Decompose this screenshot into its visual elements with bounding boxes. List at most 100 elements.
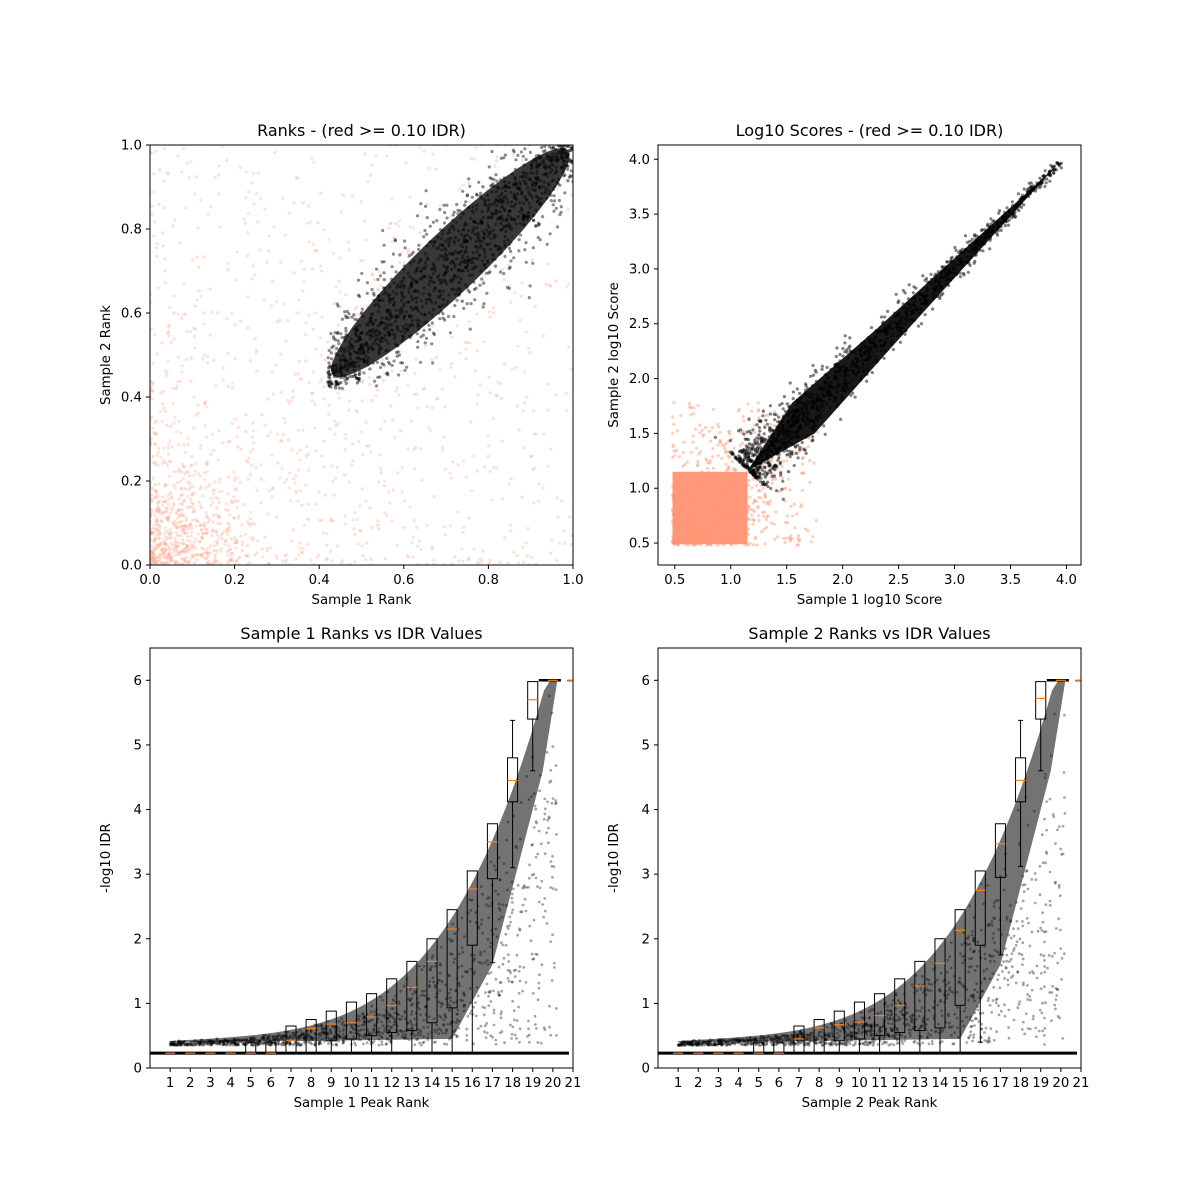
black-point: [480, 277, 484, 281]
red-point: [806, 445, 811, 449]
red-point: [741, 415, 745, 419]
red-point: [388, 501, 392, 505]
red-point: [196, 532, 200, 536]
red-point: [678, 538, 683, 543]
black-point: [737, 459, 741, 463]
black-point: [381, 228, 385, 233]
red-point: [470, 489, 474, 493]
red-point: [186, 470, 190, 474]
red-point: [154, 489, 158, 493]
red-point: [151, 361, 155, 365]
red-point: [233, 323, 237, 327]
red-point: [681, 541, 685, 545]
black-point: [502, 156, 506, 160]
red-point: [475, 560, 479, 564]
red-point: [174, 548, 178, 552]
red-point: [189, 501, 193, 505]
red-point: [321, 531, 325, 535]
black-point: [494, 264, 498, 268]
red-point: [410, 541, 414, 545]
red-point: [227, 513, 231, 517]
x-tick-label: 0.8: [478, 573, 499, 588]
black-point: [463, 203, 467, 207]
black-point: [441, 312, 445, 316]
red-point: [160, 520, 164, 524]
black-point: [838, 352, 842, 357]
red-point: [425, 404, 429, 408]
red-point: [694, 518, 698, 523]
red-point: [678, 490, 683, 494]
red-point: [672, 510, 676, 514]
red-point: [674, 516, 679, 520]
black-point: [357, 376, 361, 380]
red-point: [302, 523, 306, 527]
red-point: [478, 557, 482, 561]
red-point: [180, 511, 184, 516]
red-point: [554, 279, 558, 283]
black-point: [552, 209, 556, 213]
red-point: [520, 280, 524, 285]
red-point: [169, 497, 173, 501]
red-point: [714, 502, 719, 506]
black-point: [570, 174, 573, 178]
red-point: [150, 389, 154, 393]
red-point: [161, 495, 165, 499]
black-point: [378, 375, 382, 379]
black-point: [570, 161, 573, 165]
red-point: [691, 530, 695, 534]
red-point: [200, 536, 204, 540]
red-point: [178, 479, 182, 483]
black-point: [548, 232, 552, 236]
red-point: [246, 554, 250, 558]
red-point: [746, 532, 750, 536]
red-point: [706, 526, 710, 530]
red-point: [705, 466, 709, 470]
black-point: [418, 360, 423, 364]
red-point: [339, 561, 343, 565]
red-point: [343, 522, 347, 526]
red-point: [697, 452, 701, 456]
red-point: [455, 324, 459, 328]
red-point: [681, 509, 686, 513]
red-point: [804, 527, 808, 531]
black-point: [848, 336, 852, 340]
red-point: [395, 386, 399, 390]
red-point: [517, 428, 521, 432]
red-point: [686, 524, 690, 529]
red-point: [189, 497, 193, 501]
red-point: [198, 487, 202, 491]
red-point: [284, 558, 288, 562]
red-point: [154, 149, 158, 153]
red-point: [469, 420, 473, 424]
black-point: [380, 260, 384, 264]
red-point: [406, 447, 410, 451]
red-point: [150, 532, 153, 536]
red-point: [680, 503, 684, 507]
red-point: [699, 525, 704, 529]
red-point: [176, 154, 180, 158]
x-tick-label: 0.6: [393, 573, 414, 588]
red-point: [526, 526, 530, 531]
red-point: [564, 408, 568, 412]
red-point: [752, 519, 756, 523]
red-point: [672, 523, 676, 528]
black-point: [327, 348, 331, 353]
red-point: [537, 499, 541, 503]
red-point: [816, 430, 820, 434]
black-point: [781, 497, 785, 501]
red-point: [249, 536, 253, 540]
red-point: [153, 460, 157, 464]
black-point: [768, 412, 773, 416]
red-point: [229, 558, 233, 562]
red-point: [726, 465, 730, 469]
red-point: [503, 536, 507, 540]
red-point: [201, 532, 205, 536]
red-point: [311, 242, 315, 247]
red-point: [301, 546, 305, 551]
red-point: [705, 488, 709, 492]
red-point: [164, 548, 168, 552]
red-point: [238, 480, 242, 484]
red-point: [287, 211, 291, 215]
red-point: [679, 413, 683, 418]
red-point: [229, 537, 233, 541]
